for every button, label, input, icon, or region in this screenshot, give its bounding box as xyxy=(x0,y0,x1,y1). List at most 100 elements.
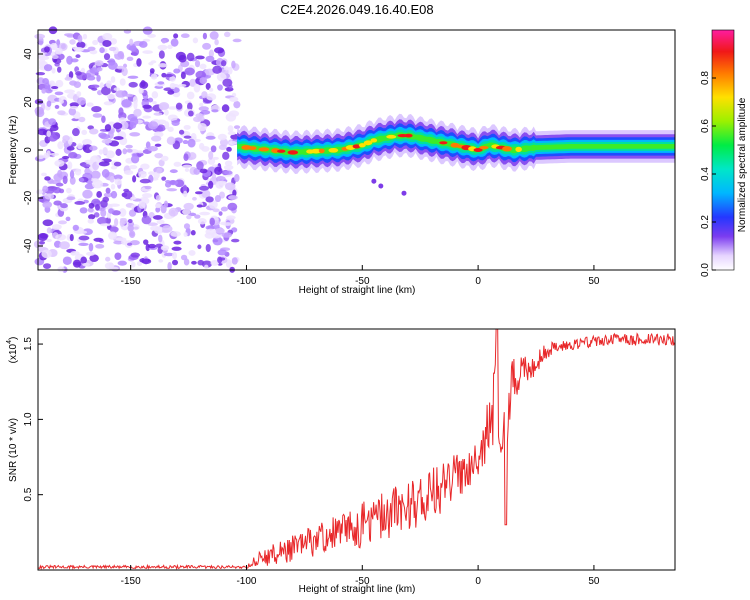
noise-speckle xyxy=(147,222,158,227)
noise-speckle xyxy=(105,150,115,159)
noise-speckle xyxy=(94,60,104,67)
noise-speckle xyxy=(44,193,55,200)
noise-speckle xyxy=(199,142,205,150)
noise-speckle xyxy=(178,54,187,63)
noise-speckle xyxy=(99,47,105,54)
noise-speckle xyxy=(155,243,163,248)
noise-speckle xyxy=(119,121,129,130)
scatter-point xyxy=(401,190,407,196)
snr-plot-area xyxy=(37,328,675,571)
noise-speckle xyxy=(164,121,170,130)
band-peak xyxy=(370,138,378,143)
noise-speckle xyxy=(150,225,160,231)
noise-speckle xyxy=(58,220,67,225)
snr-x-ticks: -150 -100 -50 0 50 xyxy=(121,565,600,587)
noise-speckle xyxy=(204,264,209,269)
colorbar-label: Normalized spectral amplitude xyxy=(737,97,748,232)
noise-speckle xyxy=(130,261,136,268)
noise-speckle xyxy=(89,67,100,74)
noise-speckle xyxy=(198,185,210,191)
noise-speckle xyxy=(166,188,178,192)
noise-speckle xyxy=(169,82,176,90)
noise-speckle xyxy=(121,239,128,245)
noise-speckle xyxy=(57,66,62,73)
band-peak xyxy=(318,148,325,154)
noise-speckle xyxy=(65,216,71,222)
noise-speckle xyxy=(103,53,111,61)
noise-speckle xyxy=(165,73,173,78)
noise-speckle xyxy=(82,33,88,40)
noise-speckle xyxy=(87,46,96,51)
noise-speckle xyxy=(212,156,219,160)
noise-speckle xyxy=(121,99,132,108)
noise-speckle xyxy=(149,68,155,74)
noise-speckle xyxy=(183,135,192,139)
x-tick-label: -100 xyxy=(236,276,256,287)
noise-speckle xyxy=(77,143,83,150)
noise-speckle xyxy=(208,151,214,160)
noise-speckle xyxy=(163,252,175,257)
noise-speckle xyxy=(193,83,201,93)
noise-speckle xyxy=(196,204,203,208)
noise-speckle xyxy=(105,217,111,225)
noise-speckle xyxy=(151,135,162,142)
noise-speckle xyxy=(198,106,209,112)
noise-speckle xyxy=(216,72,227,82)
noise-speckle xyxy=(106,212,112,219)
noise-speckle xyxy=(35,71,46,76)
noise-speckle xyxy=(88,214,96,220)
noise-speckle xyxy=(223,164,234,170)
noise-speckle xyxy=(148,212,155,219)
noise-speckle xyxy=(195,55,205,60)
noise-speckle xyxy=(39,241,45,245)
noise-speckle xyxy=(205,196,214,203)
noise-speckle xyxy=(182,209,191,215)
noise-speckle xyxy=(95,203,100,211)
noise-speckle xyxy=(119,219,129,224)
noise-speckle xyxy=(64,89,76,94)
noise-speckle xyxy=(147,121,159,130)
noise-speckle xyxy=(141,258,152,265)
noise-speckle xyxy=(212,208,220,213)
band-peak xyxy=(479,145,489,150)
noise-speckle xyxy=(133,226,139,230)
noise-speckle xyxy=(142,115,151,119)
x-tick-label: -100 xyxy=(236,576,256,587)
noise-speckle xyxy=(184,67,195,76)
noise-speckle xyxy=(141,215,152,225)
colorbar-tick-label: 0.4 xyxy=(700,167,711,181)
x-tick-label: 0 xyxy=(475,576,481,587)
noise-speckle xyxy=(127,219,133,224)
noise-speckle xyxy=(131,154,140,164)
noise-speckle xyxy=(81,129,88,136)
noise-speckle xyxy=(192,196,197,201)
noise-speckle xyxy=(48,80,55,86)
colorbar-tick-label: 0.6 xyxy=(700,119,711,133)
colorbar-ticks: 0.0 0.2 0.4 0.6 0.8 xyxy=(700,71,716,277)
noise-speckle xyxy=(41,88,47,94)
noise-speckle xyxy=(89,145,98,151)
noise-speckle xyxy=(211,172,217,182)
noise-speckle xyxy=(194,214,201,219)
noise-speckle xyxy=(55,182,64,187)
noise-speckle xyxy=(78,242,89,247)
noise-speckle xyxy=(217,84,223,91)
noise-speckle xyxy=(46,130,52,137)
noise-speckle xyxy=(127,75,139,79)
noise-speckle xyxy=(221,104,230,113)
noise-speckle xyxy=(110,76,116,83)
noise-speckle xyxy=(69,170,75,179)
band-peak xyxy=(277,149,286,153)
noise-speckle xyxy=(188,249,196,256)
noise-speckle xyxy=(232,189,237,197)
noise-speckle xyxy=(178,83,187,88)
colorbar: 0.0 0.2 0.4 0.6 0.8 Normalized spectral ampl… xyxy=(700,29,748,277)
noise-speckle xyxy=(126,148,133,153)
noise-speckle xyxy=(77,34,83,43)
noise-speckle xyxy=(143,239,149,245)
noise-speckle xyxy=(200,110,211,115)
noise-speckle xyxy=(73,46,84,53)
noise-speckle xyxy=(75,54,81,59)
noise-speckle xyxy=(220,60,227,67)
noise-speckle xyxy=(87,218,95,224)
